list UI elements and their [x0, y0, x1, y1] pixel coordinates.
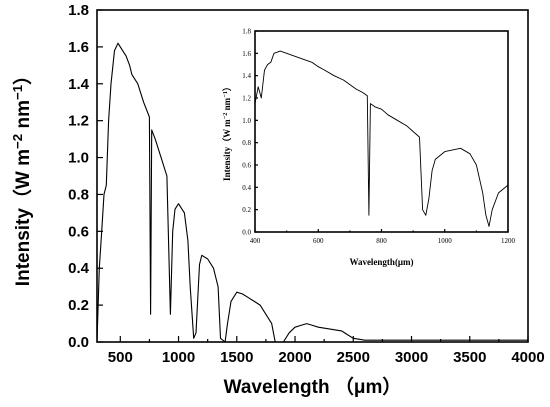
main-x-tick-label: 4000	[511, 349, 544, 366]
inset-x-tick-label: 1200	[501, 237, 516, 245]
main-x-tick-label: 1000	[162, 349, 195, 366]
main-x-tick-label: 2000	[278, 349, 311, 366]
main-x-tick-label: 3000	[395, 349, 428, 366]
main-y-tick-label: 1.4	[68, 76, 90, 93]
inset-y-tick-label: 1.0	[242, 117, 251, 125]
main-x-axis-title: Wavelength （μm）	[224, 375, 402, 398]
inset-x-axis-title: Wavelength(μm)	[349, 257, 413, 267]
main-y-tick-label: 1.8	[68, 2, 89, 19]
main-plot: 500 1000 1500 2000 2500 3000 3500 4000 0.0 0.2 0.4…	[10, 2, 545, 398]
inset-y-axis-title: Intensity（W m−2 nm−1）	[222, 82, 233, 181]
inset-y-tick-label: 0.0	[242, 229, 251, 237]
main-y-tick-label: 1.6	[68, 39, 89, 56]
inset-y-tick-label: 1.6	[242, 50, 251, 58]
inset-y-tick-label: 0.6	[242, 162, 251, 170]
inset-y-tick-label: 0.2	[242, 206, 251, 214]
main-x-tick-label: 1500	[220, 349, 253, 366]
main-spectrum-line	[96, 42, 528, 343]
inset-y-tick-label: 0.8	[242, 139, 251, 147]
main-y-tick-label: 0.8	[68, 186, 89, 203]
inset-spectrum-line	[254, 50, 509, 227]
main-x-tick-label: 2500	[337, 349, 370, 366]
inset-x-tick-label: 1000	[438, 237, 453, 245]
main-y-tick-label: 0.0	[68, 334, 89, 351]
main-x-tick-label: 500	[108, 349, 133, 366]
inset-y-tick-label: 1.4	[242, 72, 251, 80]
main-y-tick-label: 0.6	[68, 223, 89, 240]
main-y-tick-label: 0.2	[68, 297, 89, 314]
inset-y-tick-label: 0.4	[242, 184, 251, 192]
main-y-axis-title: Intensity（W m−2 nm−1）	[10, 66, 35, 286]
inset-plot: 400 600 800 1000 1200 0.0 0.2 0.4 0.6 0.8 1.0 1.2 1.…	[222, 28, 516, 268]
inset-y-tick-label: 1.2	[242, 95, 251, 103]
main-y-tick-label: 1.0	[68, 150, 89, 167]
inset-x-tick-label: 800	[376, 237, 387, 245]
main-frame	[96, 9, 529, 343]
inset-x-tick-label: 400	[250, 237, 261, 245]
inset-y-tick-label: 1.8	[242, 28, 251, 36]
main-y-tick-label: 0.4	[68, 260, 90, 277]
inset-x-tick-label: 600	[313, 237, 324, 245]
inset-frame	[254, 30, 509, 233]
main-y-tick-label: 1.2	[68, 113, 89, 130]
main-x-tick-label: 3500	[453, 349, 486, 366]
